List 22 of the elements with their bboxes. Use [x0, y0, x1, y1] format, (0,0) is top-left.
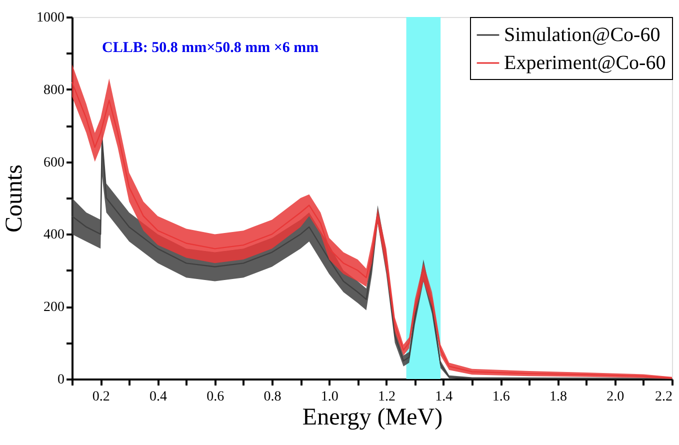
y-tick-label: 400	[44, 228, 64, 243]
y-tick-label: 0	[58, 372, 64, 388]
y-tick-label: 200	[44, 300, 64, 316]
x-tick-label: 0.8	[264, 390, 282, 404]
x-tick-label: 1.0	[320, 390, 338, 404]
legend-label: Simulation@Co-60	[504, 24, 660, 46]
y-tick-label: 1000	[36, 10, 64, 26]
x-tick-label: 2.2	[655, 390, 672, 404]
y-tick-label: 600	[44, 155, 64, 170]
x-tick-label: 1.4	[435, 390, 453, 404]
x-axis-title: Energy (MeV)	[302, 404, 443, 430]
y-axis-title: Counts	[2, 164, 28, 233]
x-tick-label: 1.8	[549, 390, 567, 404]
x-tick-label: 0.6	[206, 390, 224, 404]
legend-label: Experiment@Co-60	[504, 52, 666, 74]
y-tick-label: 800	[44, 82, 64, 98]
x-tick-label: 2.0	[606, 390, 624, 404]
annotation: CLLB: 50.8 mm×50.8 mm ×6 mm	[102, 40, 320, 56]
x-tick-label: 1.2	[378, 390, 396, 404]
x-tick-label: 0.4	[149, 390, 167, 404]
x-tick-label: 0.2	[92, 390, 110, 404]
x-tick-label: 1.6	[492, 390, 510, 404]
